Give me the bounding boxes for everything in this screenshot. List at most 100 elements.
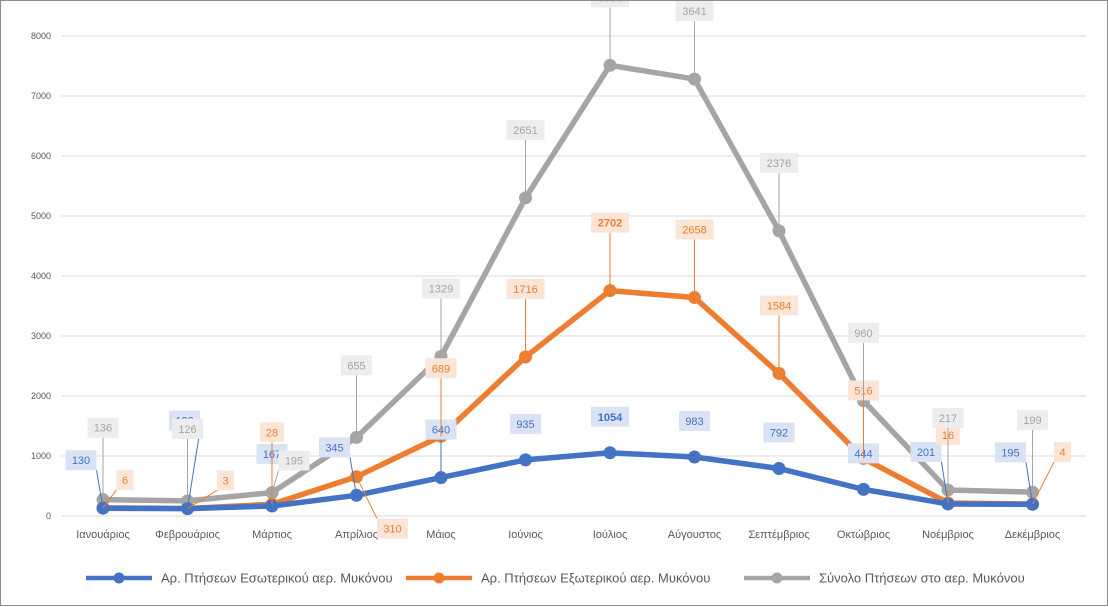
data-label: 130 [72, 455, 90, 467]
data-label-group: 4 [1032, 442, 1071, 505]
x-category-label: Απρίλιος [335, 529, 378, 541]
data-label: 201 [917, 447, 935, 459]
series-line [102, 287, 1033, 512]
data-label-group: 689 [425, 358, 457, 437]
x-category-label: Ιούνιος [508, 529, 543, 541]
data-label-box [172, 418, 203, 439]
legend-item: Σύνολο Πτήσεων στο αερ. Μυκόνου [744, 571, 1025, 586]
data-label-group: 792 [763, 422, 795, 443]
data-label-box [260, 422, 284, 443]
data-label: 3641 [682, 6, 706, 18]
x-category-label: Ιανουάριος [76, 529, 130, 541]
x-category-label: Σεπτέμβριος [748, 529, 809, 541]
leader-line [941, 461, 949, 505]
data-label-group: 201 [910, 441, 949, 505]
data-label: 28 [266, 427, 278, 439]
data-label: 2658 [682, 225, 706, 237]
data-label: 1054 [598, 412, 623, 424]
data-label-box [341, 355, 372, 376]
data-label: 1584 [767, 300, 791, 312]
y-tick-label: 4000 [31, 271, 51, 281]
leader-line [1025, 462, 1033, 505]
data-label-box [319, 437, 350, 458]
data-label-group: 6 [102, 469, 134, 509]
data-label-box [1054, 442, 1071, 463]
data-label: 345 [325, 442, 343, 454]
data-label-group: 3756 [591, 1, 629, 66]
y-tick-label: 1000 [31, 451, 51, 461]
data-label-box [591, 212, 629, 233]
x-category-label: Νοέμβριος [922, 529, 974, 541]
data-label-group: 130 [65, 450, 104, 509]
data-label-group: 345 [319, 437, 357, 496]
legend-label: Σύνολο Πτήσεων στο αερ. Μυκόνου [819, 571, 1025, 586]
data-label-box [506, 119, 545, 140]
data-label: 136 [94, 423, 112, 435]
x-category-label: Μάρτιος [252, 529, 292, 541]
data-label-box [422, 278, 460, 299]
data-label-box [932, 407, 964, 428]
y-tick-label: 6000 [31, 151, 51, 161]
data-label-group: 3 [187, 470, 234, 509]
leader-line [96, 470, 104, 509]
data-label-box [425, 358, 457, 379]
data-label-group: 1054 [591, 406, 629, 427]
data-label: 195 [1001, 447, 1019, 459]
data-label: 310 [383, 524, 401, 536]
data-label: 792 [770, 427, 788, 439]
data-label: 2702 [598, 218, 622, 230]
data-label-box [591, 1, 629, 8]
data-label: 1329 [429, 284, 453, 296]
data-label-box [65, 450, 97, 471]
data-label-box [1017, 410, 1048, 431]
data-label: 983 [685, 416, 703, 428]
data-label-group: 136 [87, 417, 119, 500]
legend-item: Αρ. Πτήσεων Εσωτερικού αερ. Μυκόνου [86, 571, 393, 586]
leader-line [349, 457, 357, 496]
data-label-group: 28 [260, 422, 284, 505]
data-label: 126 [178, 424, 196, 436]
legend-marker [771, 572, 783, 584]
series-line [102, 62, 1033, 504]
data-label-group: 1716 [506, 278, 545, 357]
y-tick-label: 7000 [31, 91, 51, 101]
data-label: 689 [432, 363, 450, 375]
data-label: 2651 [513, 125, 537, 137]
y-tick-label: 3000 [31, 331, 51, 341]
y-tick-label: 2000 [31, 391, 51, 401]
data-label-box [278, 450, 310, 471]
leader-line [356, 476, 378, 519]
y-tick-label: 5000 [31, 211, 51, 221]
data-label-group: 195 [271, 450, 310, 493]
gridlines [61, 35, 1086, 517]
x-category-label: Μάιος [426, 529, 455, 541]
legend-marker [433, 572, 445, 584]
data-point [519, 453, 532, 467]
series-lines [96, 58, 1039, 516]
y-tick-label: 0 [46, 511, 51, 521]
data-label-group: 1584 [760, 295, 798, 374]
series-line [102, 450, 1033, 512]
data-label-group: 2376 [760, 152, 798, 231]
data-label: 3 [222, 475, 228, 487]
data-label: 199 [1023, 415, 1041, 427]
data-label: 935 [516, 419, 534, 431]
data-label-box [763, 422, 795, 443]
data-label-group: 3641 [675, 1, 714, 80]
x-axis-categories: Ιανουάριος Φεβρουάριος Μάρτιος Απρίλιος Μάιο… [76, 529, 1060, 541]
y-tick-label: 8000 [31, 31, 51, 41]
data-label-group: 1329 [422, 278, 460, 357]
data-label-group: 199 [1017, 410, 1048, 493]
data-point [688, 450, 701, 464]
data-label-group: 2651 [506, 119, 545, 198]
legend-item: Αρ. Πτήσεων Εξωτερικού αερ. Μυκόνου [406, 571, 710, 586]
data-point [772, 461, 786, 475]
leader-line [102, 489, 117, 509]
series-1 [96, 446, 1039, 516]
data-label-box [760, 295, 798, 316]
data-label-box [679, 411, 710, 432]
legend-label: Αρ. Πτήσεων Εξωτερικού αερ. Μυκόνου [481, 571, 710, 586]
data-label-box [848, 322, 879, 343]
